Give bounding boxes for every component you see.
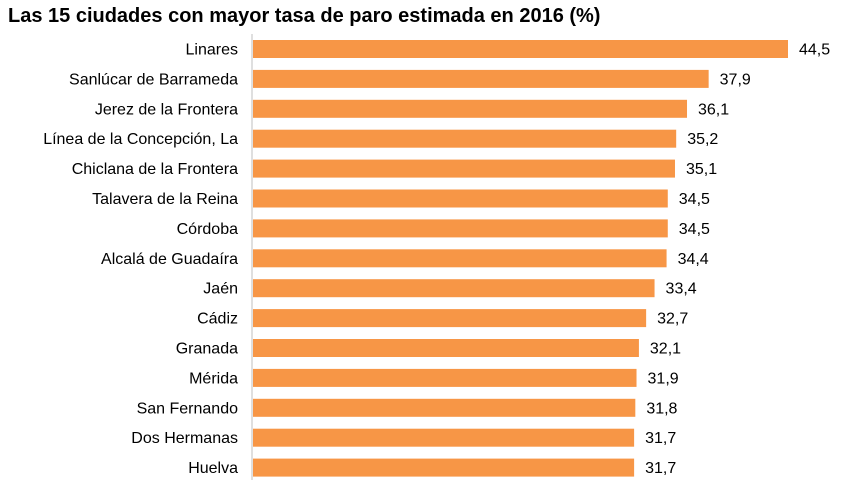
bar xyxy=(253,458,635,477)
chart-title: Las 15 ciudades con mayor tasa de paro e… xyxy=(8,5,601,27)
bar xyxy=(253,339,639,357)
category-label: Jaén xyxy=(203,281,238,298)
value-label: 33,4 xyxy=(666,281,697,298)
category-label: Dos Hermanas xyxy=(131,430,238,447)
value-label: 36,1 xyxy=(698,101,729,118)
category-label: Alcalá de Guadaíra xyxy=(101,251,238,268)
bar xyxy=(253,398,636,417)
value-labels-group: 44,5 37,9 36,1 35,2 35,1 34,5 34,5 34,4 33,4 32,7… xyxy=(645,42,830,478)
value-label: 31,9 xyxy=(648,370,679,387)
value-label: 35,1 xyxy=(686,161,717,178)
value-label: 34,5 xyxy=(679,191,710,208)
category-label: Cádiz xyxy=(197,311,238,328)
category-label: Sanlúcar de Barrameda xyxy=(69,71,238,88)
bar xyxy=(253,368,637,387)
value-label: 31,8 xyxy=(646,400,677,417)
category-label: Jerez de la Frontera xyxy=(95,101,238,118)
value-label: 31,7 xyxy=(645,430,676,447)
value-label: 37,9 xyxy=(720,71,751,88)
category-label: Mérida xyxy=(189,370,238,387)
value-label: 44,5 xyxy=(799,42,830,59)
bars-group xyxy=(253,40,788,477)
category-label: San Fernando xyxy=(137,400,239,417)
bar xyxy=(253,428,635,447)
category-label: Línea de la Concepción, La xyxy=(43,131,238,148)
bar xyxy=(253,69,709,88)
category-label: Córdoba xyxy=(177,221,238,238)
category-label: Chiclana de la Frontera xyxy=(72,161,238,178)
value-label: 34,4 xyxy=(678,251,709,268)
bar xyxy=(253,279,655,298)
category-label: Linares xyxy=(186,42,238,59)
bar xyxy=(253,309,647,328)
value-label: 32,1 xyxy=(650,341,681,358)
bar xyxy=(253,99,688,118)
bar xyxy=(253,40,788,58)
bar xyxy=(253,129,677,148)
value-label: 35,2 xyxy=(687,131,718,148)
bar xyxy=(253,159,675,178)
value-label: 34,5 xyxy=(679,221,710,238)
value-label: 31,7 xyxy=(645,460,676,477)
bar xyxy=(253,219,668,238)
category-label: Huelva xyxy=(188,460,238,477)
category-label: Granada xyxy=(176,341,238,358)
category-label: Talavera de la Reina xyxy=(92,191,238,208)
value-label: 32,7 xyxy=(657,311,688,328)
bar xyxy=(253,249,667,268)
category-labels-group: Linares Sanlúcar de Barrameda Jerez de la … xyxy=(43,42,238,478)
bar xyxy=(253,189,668,208)
